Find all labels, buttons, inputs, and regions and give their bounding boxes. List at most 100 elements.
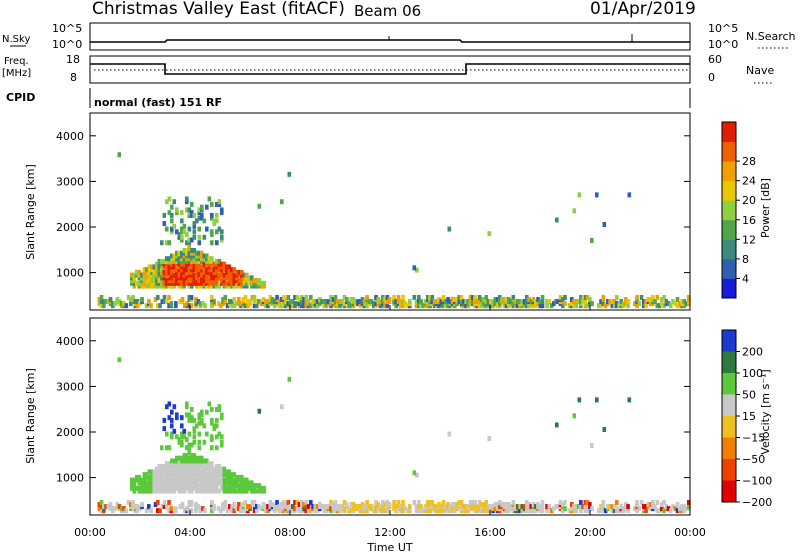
- colorbar-swatch: [722, 330, 736, 352]
- echo-cell: [182, 258, 187, 264]
- echo-cell: [534, 504, 538, 510]
- echo-cell: [192, 426, 197, 432]
- echo-cell: [172, 485, 177, 491]
- echo-cell: [392, 499, 396, 505]
- echo-cell: [145, 474, 149, 480]
- nsky-trace: [90, 39, 690, 43]
- echo-cell: [167, 415, 172, 421]
- echo-cell: [142, 477, 147, 483]
- echo-cell: [195, 485, 199, 491]
- echo-cell: [132, 488, 137, 494]
- echo-cell: [215, 240, 219, 246]
- echo-cell: [651, 294, 655, 300]
- echo-cell: [227, 278, 232, 284]
- echo-cell: [190, 201, 194, 207]
- echo-cell: [157, 474, 162, 480]
- echo-cell: [165, 404, 169, 410]
- echo-cell: [189, 294, 194, 300]
- echo-cell: [210, 275, 214, 281]
- echo-cell: [177, 461, 182, 467]
- echo-cell: [250, 499, 255, 505]
- echo-cell: [207, 472, 212, 478]
- echo-cell: [295, 294, 300, 300]
- echo-cell: [405, 508, 410, 514]
- echo-cell: [561, 508, 565, 514]
- echo-cell: [187, 210, 192, 216]
- echo-cell: [180, 480, 184, 486]
- echo-cell: [549, 303, 554, 309]
- echo-cell: [153, 502, 158, 508]
- echo-cell: [601, 506, 606, 512]
- colorbar-tick-label: 24: [742, 175, 756, 188]
- echo-cell: [192, 455, 197, 461]
- echo-cell: [205, 463, 209, 469]
- echo-cell: [207, 256, 212, 262]
- echo-cell: [147, 264, 152, 270]
- echo-cell: [220, 439, 224, 445]
- echo-cell: [187, 431, 192, 437]
- echo-cell: [200, 409, 204, 415]
- colorbar-swatch: [722, 459, 736, 481]
- echo-cell: [167, 488, 172, 494]
- echo-cell: [149, 303, 153, 309]
- echo-cell: [200, 258, 204, 264]
- echo-cell: [428, 499, 432, 505]
- echo-cell: [484, 299, 489, 305]
- echo-cell: [207, 485, 212, 491]
- echo-cell: [155, 283, 159, 289]
- station-title: Christmas Valley East (fitACF): [92, 0, 345, 19]
- echo-cell: [367, 504, 372, 510]
- echo-cell: [257, 488, 262, 494]
- y-tick-label: 2000: [56, 221, 84, 234]
- echo-cell: [475, 504, 480, 510]
- echo-cell: [374, 506, 378, 512]
- echo-cell: [245, 480, 249, 486]
- echo-cell: [150, 280, 154, 286]
- freq-top-tick: 18: [66, 53, 80, 66]
- echo-cell: [170, 409, 174, 415]
- echo-cell: [207, 283, 212, 289]
- echo-cell: [252, 499, 257, 505]
- echo-cell: [130, 485, 134, 491]
- echo-cell: [572, 508, 576, 514]
- echo-cell: [197, 463, 202, 469]
- echo-cell: [408, 504, 412, 510]
- echo-cell: [304, 303, 309, 309]
- echo-cell: [180, 269, 184, 275]
- echo-cell: [197, 210, 202, 216]
- echo-cell: [572, 208, 577, 214]
- colorbar-swatch: [722, 351, 736, 374]
- echo-cell: [207, 267, 212, 273]
- echo-cell: [187, 483, 192, 489]
- echo-cell: [680, 504, 684, 510]
- echo-cell: [195, 218, 199, 224]
- echo-cell: [210, 474, 214, 480]
- echo-cell: [189, 303, 194, 309]
- echo-cell: [216, 301, 221, 307]
- echo-cell: [459, 504, 464, 510]
- echo-cell: [152, 280, 157, 286]
- echo-cell: [235, 275, 239, 281]
- echo-cell: [250, 485, 254, 491]
- echo-cell: [167, 256, 172, 262]
- echo-cell: [175, 272, 179, 278]
- echo-cell: [175, 278, 179, 284]
- echo-cell: [187, 303, 192, 309]
- echo-cell: [157, 280, 162, 286]
- echo-cell: [99, 299, 104, 305]
- echo-cell: [137, 275, 142, 281]
- echo-cell: [215, 212, 219, 218]
- echo-cell: [145, 488, 149, 494]
- echo-cell: [222, 278, 227, 284]
- echo-cell: [599, 508, 603, 514]
- echo-cell: [106, 504, 111, 510]
- echo-cell: [245, 477, 249, 483]
- echo-cell: [215, 283, 219, 289]
- echo-cell: [155, 469, 159, 475]
- echo-cell: [378, 504, 383, 510]
- echo-cell: [177, 280, 182, 286]
- cpid-mode: normal (fast) 151 RF: [94, 96, 222, 109]
- echo-cell: [210, 267, 214, 273]
- echo-cell: [262, 280, 267, 286]
- echo-cell: [387, 297, 392, 303]
